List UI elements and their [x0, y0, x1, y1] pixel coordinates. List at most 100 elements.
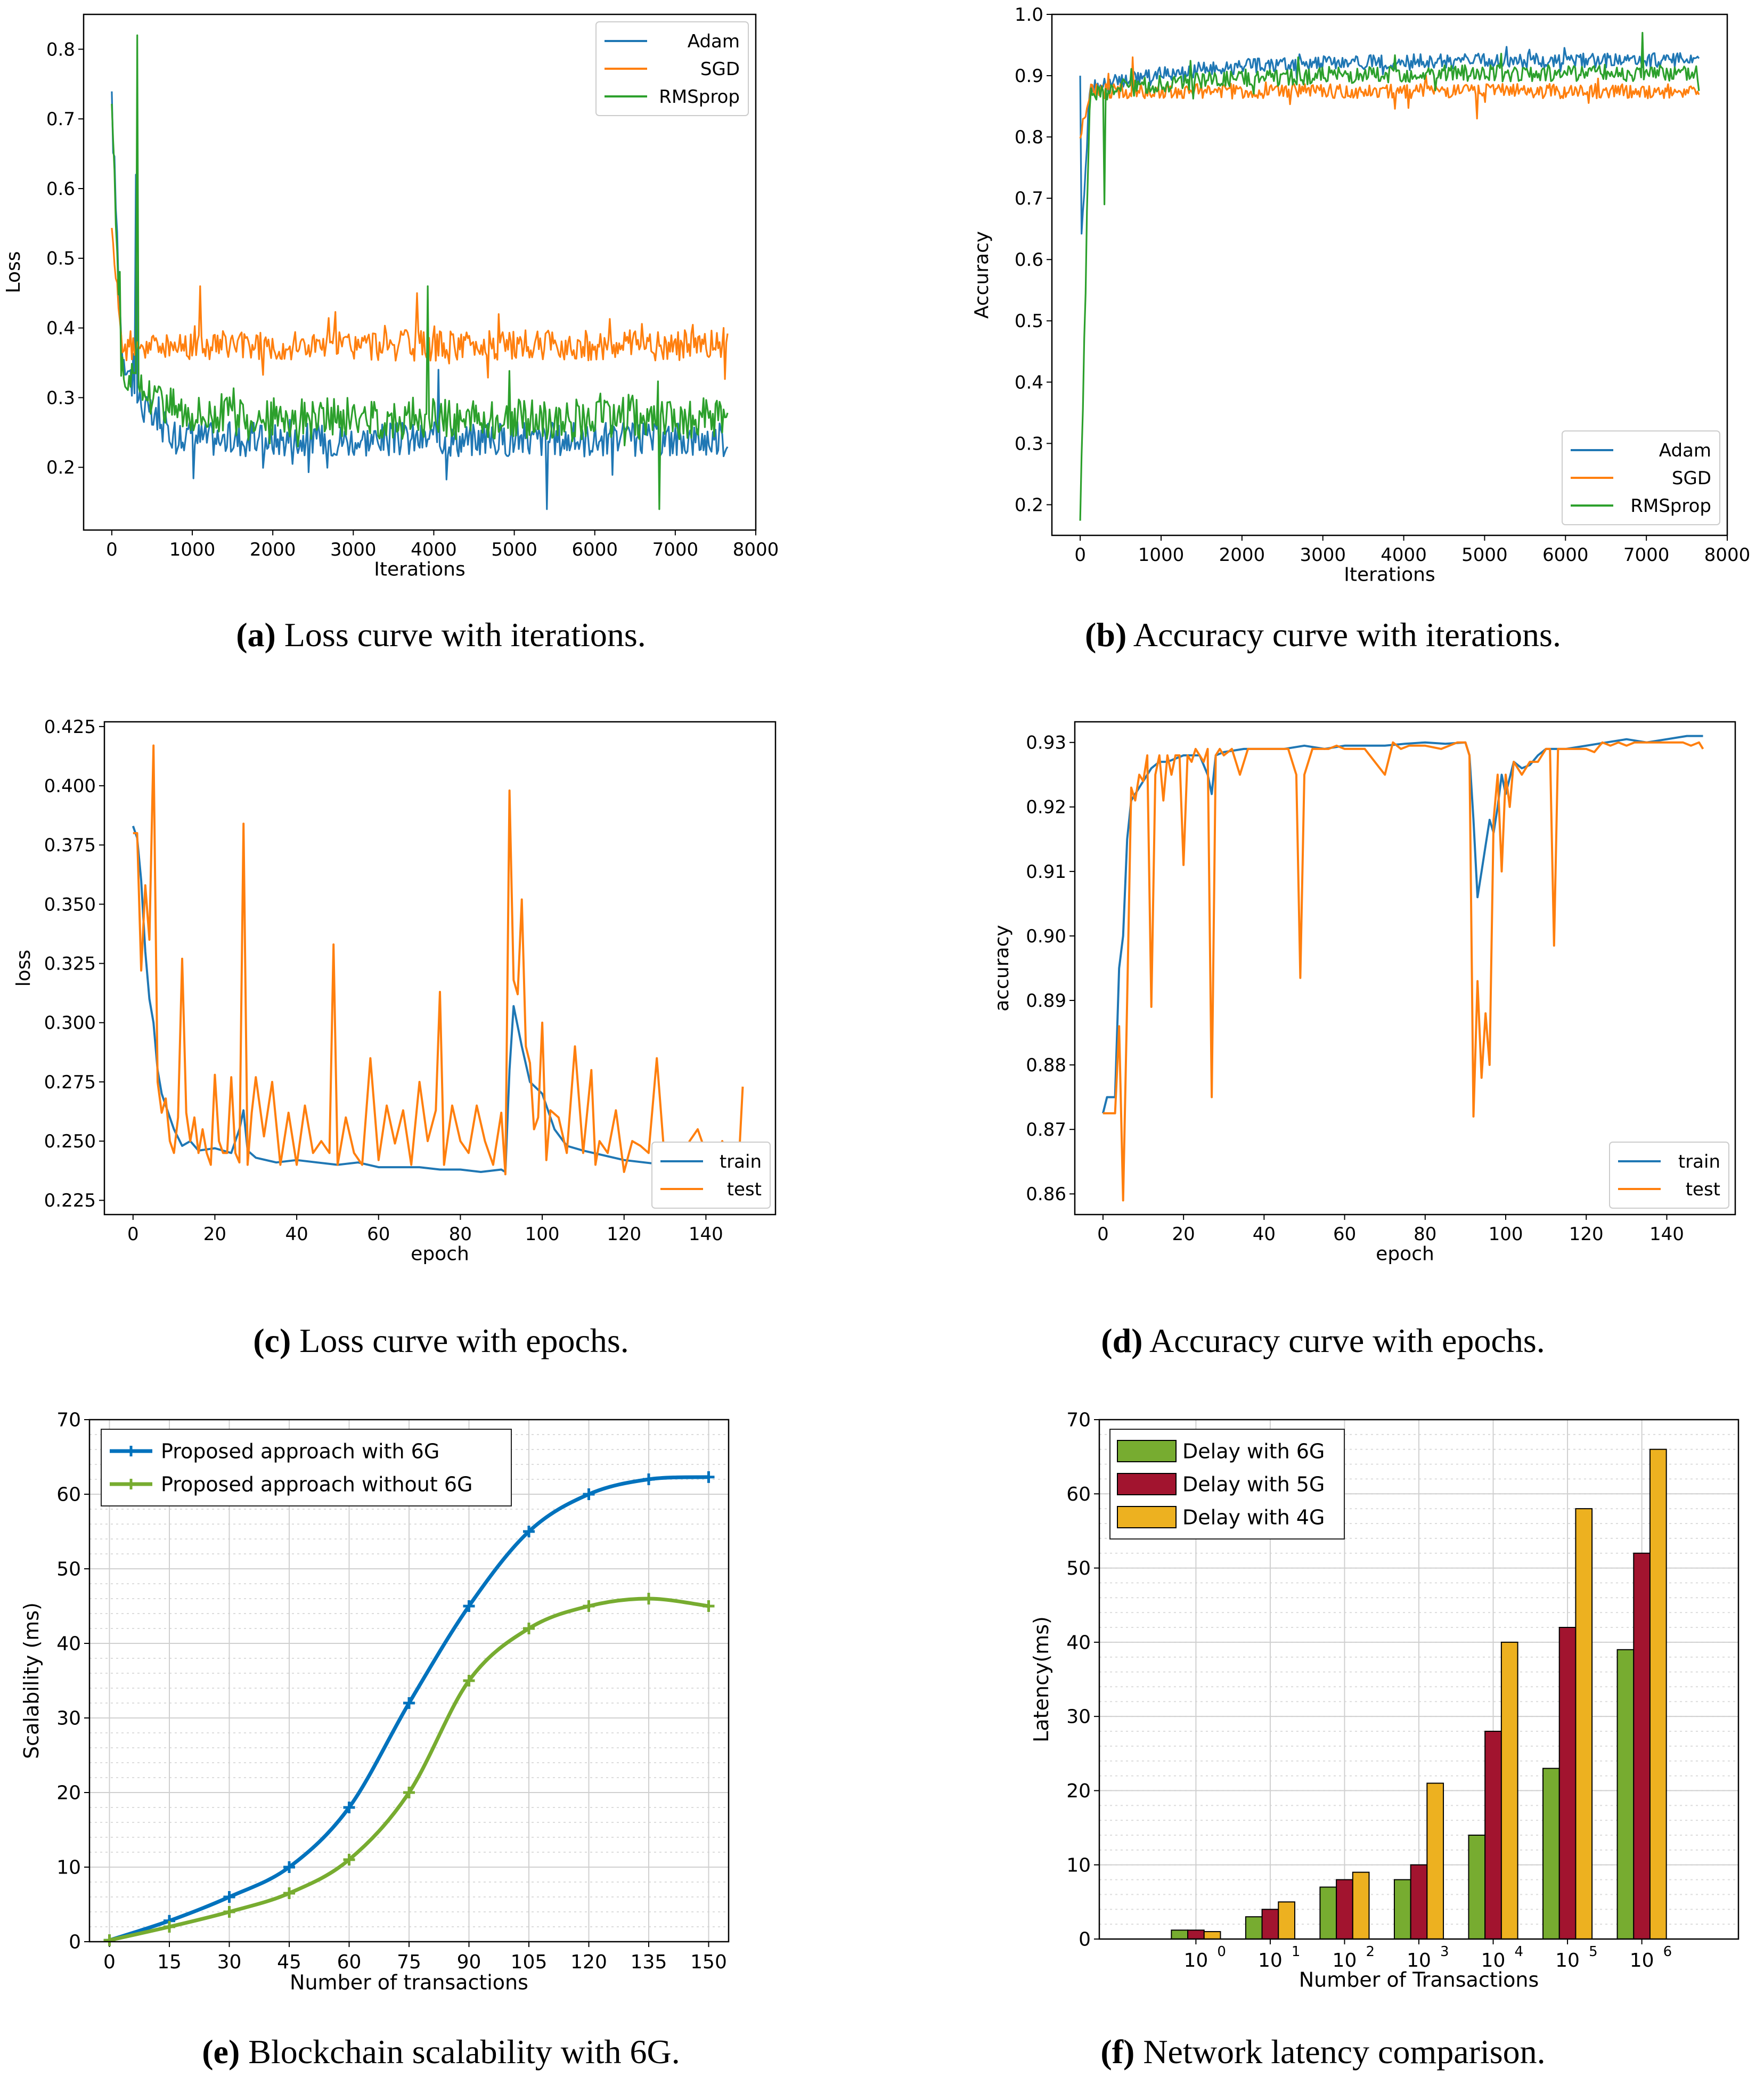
x-tick-label: 140 — [1649, 1224, 1684, 1245]
legend-label: test — [1686, 1179, 1720, 1200]
chart-scalability: 0 15 30 45 60 75 90 105 120 135 150 0 10 20 30 40 50 60 70… — [20, 1410, 730, 1994]
y-tick-label: 0.5 — [46, 248, 75, 270]
x-tick-label: 5000 — [1461, 544, 1508, 566]
x-tick-label: 8000 — [1704, 544, 1751, 566]
x-axis-label: epoch — [1376, 1243, 1434, 1265]
x-tick-exponent: 2 — [1366, 1944, 1375, 1960]
series-line-rmsprop — [111, 34, 729, 510]
x-tick-label: 2000 — [1219, 544, 1265, 566]
y-tick-label: 0.86 — [1026, 1184, 1066, 1205]
plot-frame — [83, 13, 757, 531]
x-tick-label: 0 — [127, 1224, 139, 1245]
x-tick-label: 10 — [1630, 1950, 1654, 1972]
bar-delay4g — [1426, 1782, 1444, 1940]
legend-label: Delay with 5G — [1182, 1472, 1325, 1496]
x-axis-label: Iterations — [374, 558, 465, 580]
panel-b: 0 1000 2000 3000 4000 5000 6000 7000 8000 0.2 0.3 0… — [882, 0, 1764, 602]
y-tick-label: 30 — [1066, 1706, 1091, 1728]
x-tick-label: 45 — [277, 1951, 301, 1973]
x-tick-label: 8000 — [733, 539, 779, 560]
y-tick-label: 0.6 — [1015, 249, 1043, 271]
bar-delay4g — [1649, 1448, 1667, 1940]
legend-label: Delay with 6G — [1182, 1439, 1325, 1463]
x-tick-label: 3000 — [330, 539, 377, 560]
legend-label: Proposed approach with 6G — [161, 1439, 439, 1463]
x-tick-label: 1000 — [1138, 544, 1185, 566]
y-tick-label: 0 — [1079, 1929, 1091, 1951]
plot-frame — [1074, 721, 1736, 1216]
y-tick-label: 0.3 — [1015, 433, 1043, 454]
y-tick-label: 0.91 — [1026, 861, 1066, 883]
bar-delay4g — [1500, 1641, 1518, 1940]
x-tick-label: 0 — [1074, 544, 1086, 566]
x-tick-label: 0 — [103, 1951, 116, 1973]
x-tick-label: 30 — [217, 1951, 242, 1973]
y-tick-label: 70 — [1066, 1410, 1091, 1431]
bar-delay5g — [1558, 1627, 1577, 1940]
bar-delay5g — [1633, 1552, 1651, 1940]
y-tick-label: 0.350 — [44, 894, 96, 915]
x-tick-label: 135 — [631, 1951, 667, 1973]
legend-label: test — [727, 1179, 762, 1200]
legend-label: Adam — [1659, 440, 1711, 461]
x-tick-label: 120 — [607, 1224, 641, 1245]
chart-loss-epochs: 0 20 40 60 80 100 120 140 0.225 0.250 0.275 0.300 0.… — [13, 716, 777, 1265]
bar-delay4g — [1352, 1871, 1370, 1940]
x-tick-label: 90 — [457, 1951, 481, 1973]
bar-delay6g — [1616, 1649, 1635, 1940]
x-axis-label: Number of transactions — [290, 1971, 528, 1994]
x-tick-label: 20 — [1172, 1224, 1195, 1245]
x-tick-label: 10 — [1407, 1950, 1431, 1972]
y-tick-label: 0.5 — [1015, 311, 1043, 332]
y-tick-label: 20 — [56, 1782, 81, 1804]
x-tick-label: 6000 — [1542, 544, 1589, 566]
legend-box — [595, 21, 749, 116]
x-tick-exponent: 6 — [1663, 1944, 1672, 1960]
x-tick-label: 10 — [1481, 1950, 1506, 1972]
y-tick-label: 40 — [1066, 1632, 1091, 1654]
plot-frame — [1051, 13, 1728, 536]
x-tick-label: 0 — [1097, 1224, 1109, 1245]
y-tick-label: 0.4 — [1015, 372, 1043, 393]
x-tick-label: 15 — [157, 1951, 182, 1973]
series-line-rmsprop — [1079, 31, 1700, 521]
x-tick-label: 2000 — [250, 539, 296, 560]
bar-delay5g — [1187, 1929, 1205, 1940]
legend-label: RMSprop — [659, 86, 740, 108]
x-tick-label: 60 — [337, 1951, 362, 1973]
y-axis-label: loss — [13, 950, 35, 987]
legend-label: SGD — [700, 59, 740, 80]
series-line-test — [1102, 741, 1704, 1202]
x-tick-label: 40 — [285, 1224, 308, 1245]
x-tick-label: 75 — [397, 1951, 421, 1973]
y-tick-label: 0.325 — [44, 954, 96, 975]
y-tick-label: 0.225 — [44, 1190, 96, 1211]
y-tick-label: 0.89 — [1026, 990, 1066, 1012]
x-axis-label: epoch — [411, 1243, 469, 1265]
bar-delay6g — [1245, 1916, 1263, 1940]
bar-delay5g — [1484, 1731, 1502, 1940]
y-tick-label: 0.6 — [46, 178, 75, 200]
legend-box — [1562, 430, 1720, 525]
y-tick-label: 0.425 — [44, 716, 96, 738]
x-tick-label: 100 — [1489, 1224, 1523, 1245]
x-tick-label: 3000 — [1300, 544, 1346, 566]
y-tick-label: 0.2 — [1015, 494, 1043, 516]
x-tick-exponent: 4 — [1515, 1944, 1524, 1960]
y-tick-label: 0.8 — [46, 39, 75, 60]
y-tick-label: 0.400 — [44, 776, 96, 797]
x-axis-label: Number of Transactions — [1299, 1968, 1539, 1992]
legend-box — [651, 1142, 771, 1209]
series-line-sgd — [111, 227, 729, 380]
y-tick-label: 60 — [56, 1484, 81, 1506]
x-tick-label: 80 — [449, 1224, 472, 1245]
y-tick-label: 60 — [1066, 1484, 1091, 1505]
y-axis-label: Accuracy — [971, 231, 993, 319]
bar-delay4g — [1278, 1901, 1295, 1940]
caption-d: (d) Accuracy curve with epochs. — [1101, 1322, 1545, 1359]
y-tick-label: 0.88 — [1026, 1055, 1066, 1076]
y-tick-label: 50 — [56, 1559, 81, 1581]
x-tick-exponent: 0 — [1217, 1944, 1226, 1960]
x-tick-label: 10 — [1555, 1950, 1580, 1972]
series-line-test — [133, 744, 744, 1176]
